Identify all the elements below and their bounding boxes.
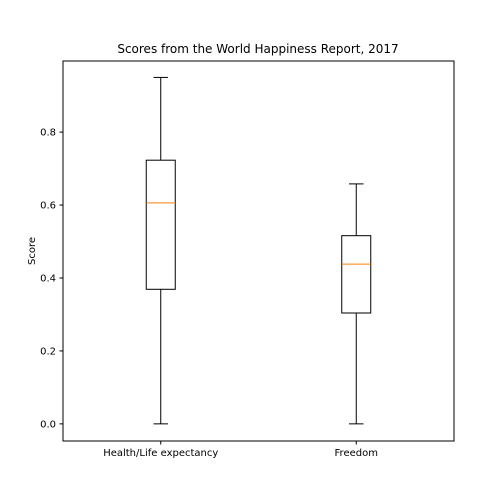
- chart-title: Scores from the World Happiness Report, …: [117, 42, 398, 56]
- y-tick-label: 0.8: [40, 128, 56, 139]
- y-tick-label: 0.0: [40, 419, 56, 430]
- y-tick-label: 0.4: [40, 273, 56, 284]
- x-tick-label: Freedom: [335, 448, 378, 459]
- y-tick-label: 0.2: [40, 346, 56, 357]
- y-tick-label: 0.6: [40, 201, 56, 212]
- x-tick-label: Health/Life expectancy: [103, 448, 218, 459]
- y-axis-label: Score: [27, 237, 38, 265]
